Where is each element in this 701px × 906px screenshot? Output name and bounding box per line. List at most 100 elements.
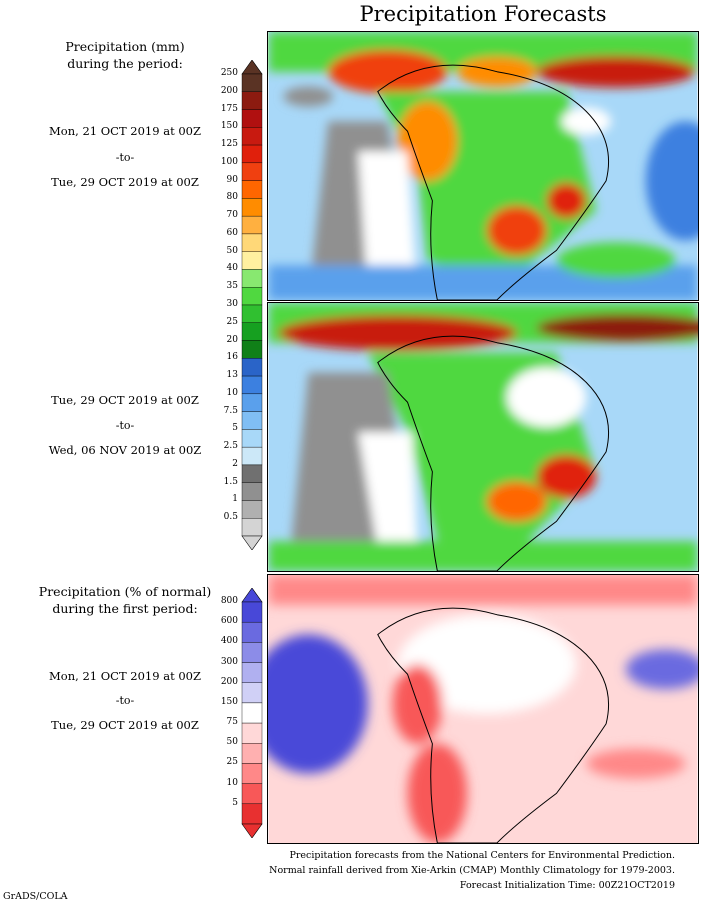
pct-colorbar-label: 150	[220, 696, 238, 707]
pct-normal-map	[267, 574, 699, 844]
pct-colorbar-label: 10	[226, 777, 238, 788]
precip-colorbar-label: 250	[220, 68, 238, 78]
precip-colorbar-swatch	[241, 482, 263, 501]
precip-colorbar-swatch	[241, 375, 263, 395]
precip-colorbar-swatch	[241, 464, 263, 483]
precip-colorbar-label: 13	[226, 370, 238, 381]
precip-colorbar-swatch	[241, 109, 263, 128]
precip-colorbar-swatch	[241, 198, 263, 217]
page-title: Precipitation Forecasts	[359, 2, 607, 26]
precip-colorbar-label: 2	[232, 458, 238, 469]
pct-colorbar	[241, 588, 263, 838]
precip-colorbar-label: 50	[226, 245, 238, 256]
precip-colorbar-swatch	[241, 322, 263, 341]
precip-colorbar-swatch	[241, 340, 263, 359]
precip-colorbar-swatch	[241, 518, 263, 537]
period1-end: Tue, 29 OCT 2019 at 00Z	[51, 175, 199, 189]
footer-line1: Precipitation forecasts from the Nationa…	[289, 850, 676, 861]
precip-colorbar-label: 5	[232, 423, 238, 434]
precip-colorbar-swatch	[241, 233, 263, 252]
pct-colorbar-swatch	[241, 722, 263, 744]
precip-colorbar-label: 100	[220, 156, 238, 167]
period2-start: Tue, 29 OCT 2019 at 00Z	[51, 393, 199, 407]
footer-line3: Forecast Initialization Time: 00Z21OCT20…	[459, 880, 675, 891]
precip-colorbar-label: 35	[226, 281, 238, 292]
pct-colorbar-label: 25	[226, 757, 238, 768]
precip-map-period2	[267, 302, 699, 572]
precip-colorbar-swatch	[241, 446, 263, 466]
grads-credit: GrADS/COLA	[3, 891, 68, 902]
pct-colorbar-label: 75	[226, 717, 238, 728]
pct-colorbar-swatch	[241, 803, 263, 825]
pct-colorbar-swatch	[241, 601, 263, 623]
precip-colorbar-swatch	[241, 304, 263, 323]
pct-colorbar-label: 50	[226, 737, 238, 748]
precip-colorbar-label: 2.5	[223, 441, 238, 452]
precip-colorbar	[241, 60, 263, 550]
period1-start: Mon, 21 OCT 2019 at 00Z	[49, 124, 201, 138]
precip-colorbar-swatch	[241, 393, 263, 412]
precip-legend-title-line2: during the period:	[67, 56, 183, 71]
precip-colorbar-label: 70	[226, 210, 238, 221]
pct-colorbar-swatch	[241, 783, 263, 805]
precip-colorbar-label: 25	[226, 316, 238, 327]
precip-colorbar-swatch	[241, 269, 263, 288]
precip-colorbar-label: 7.5	[223, 405, 238, 416]
pct-colorbar-label: 200	[220, 676, 238, 687]
precip-colorbar-label: 90	[226, 174, 238, 185]
pct-colorbar-label: 600	[220, 616, 238, 627]
period3-end: Tue, 29 OCT 2019 at 00Z	[51, 718, 199, 732]
pct-colorbar-swatch	[241, 763, 263, 784]
pct-colorbar-label: 300	[220, 656, 238, 667]
precip-colorbar-label: 1	[232, 494, 238, 505]
precip-colorbar-swatch	[241, 358, 263, 377]
precip-colorbar-arrow-bottom	[241, 535, 263, 550]
precip-colorbar-label: 150	[220, 121, 238, 132]
precip-colorbar-swatch	[241, 73, 263, 92]
precip-colorbar-swatch	[241, 144, 263, 164]
precip-colorbar-label: 30	[226, 299, 238, 309]
pct-colorbar-swatch	[241, 642, 263, 663]
footer-line2: Normal rainfall derived from Xie-Arkin (…	[269, 865, 675, 876]
precip-colorbar-swatch	[241, 215, 263, 235]
precip-colorbar-arrow-top	[241, 60, 263, 75]
precip-colorbar-swatch	[241, 127, 263, 146]
pct-legend-title-line1: Precipitation (% of normal)	[38, 584, 212, 599]
period3-start: Mon, 21 OCT 2019 at 00Z	[49, 669, 201, 683]
precip-colorbar-label: 1.5	[223, 476, 238, 487]
precip-colorbar-label: 0.5	[223, 512, 238, 523]
precip-colorbar-swatch	[241, 411, 263, 430]
pct-colorbar-swatch	[241, 662, 263, 683]
pct-colorbar-arrow-top	[241, 588, 263, 603]
pct-colorbar-swatch	[241, 743, 263, 764]
precip-colorbar-label: 40	[226, 263, 238, 274]
period2-end: Wed, 06 NOV 2019 at 00Z	[48, 443, 202, 457]
precip-colorbar-swatch	[241, 500, 263, 519]
precip-colorbar-swatch	[241, 287, 263, 306]
precip-colorbar-swatch	[241, 180, 263, 199]
precip-colorbar-swatch	[241, 251, 263, 270]
precip-colorbar-label: 125	[220, 139, 238, 150]
period1-to: -to-	[115, 151, 135, 164]
pct-colorbar-arrow-bottom	[241, 823, 263, 838]
precip-colorbar-label: 200	[220, 85, 238, 96]
precip-colorbar-label: 80	[226, 192, 238, 203]
pct-legend-title-line2: during the first period:	[52, 601, 198, 616]
precip-colorbar-swatch	[241, 429, 263, 448]
precip-colorbar-swatch	[241, 162, 263, 181]
period2-to: -to-	[115, 419, 135, 432]
precip-colorbar-label: 10	[226, 387, 238, 398]
pct-colorbar-label: 800	[220, 596, 238, 606]
precip-colorbar-label: 175	[220, 103, 238, 114]
precip-legend-title-line1: Precipitation (mm)	[65, 39, 185, 54]
precip-colorbar-swatch	[241, 91, 263, 110]
pct-colorbar-swatch	[241, 682, 263, 704]
pct-colorbar-swatch	[241, 702, 263, 724]
precip-colorbar-label: 20	[226, 334, 238, 345]
period3-to: -to-	[115, 694, 135, 707]
precip-map-period1	[267, 31, 699, 301]
precip-legend-title: Precipitation (mm) during the period:	[25, 38, 225, 72]
pct-legend-title: Precipitation (% of normal) during the f…	[25, 583, 225, 617]
pct-colorbar-label: 5	[232, 797, 238, 808]
pct-colorbar-label: 400	[220, 636, 238, 647]
